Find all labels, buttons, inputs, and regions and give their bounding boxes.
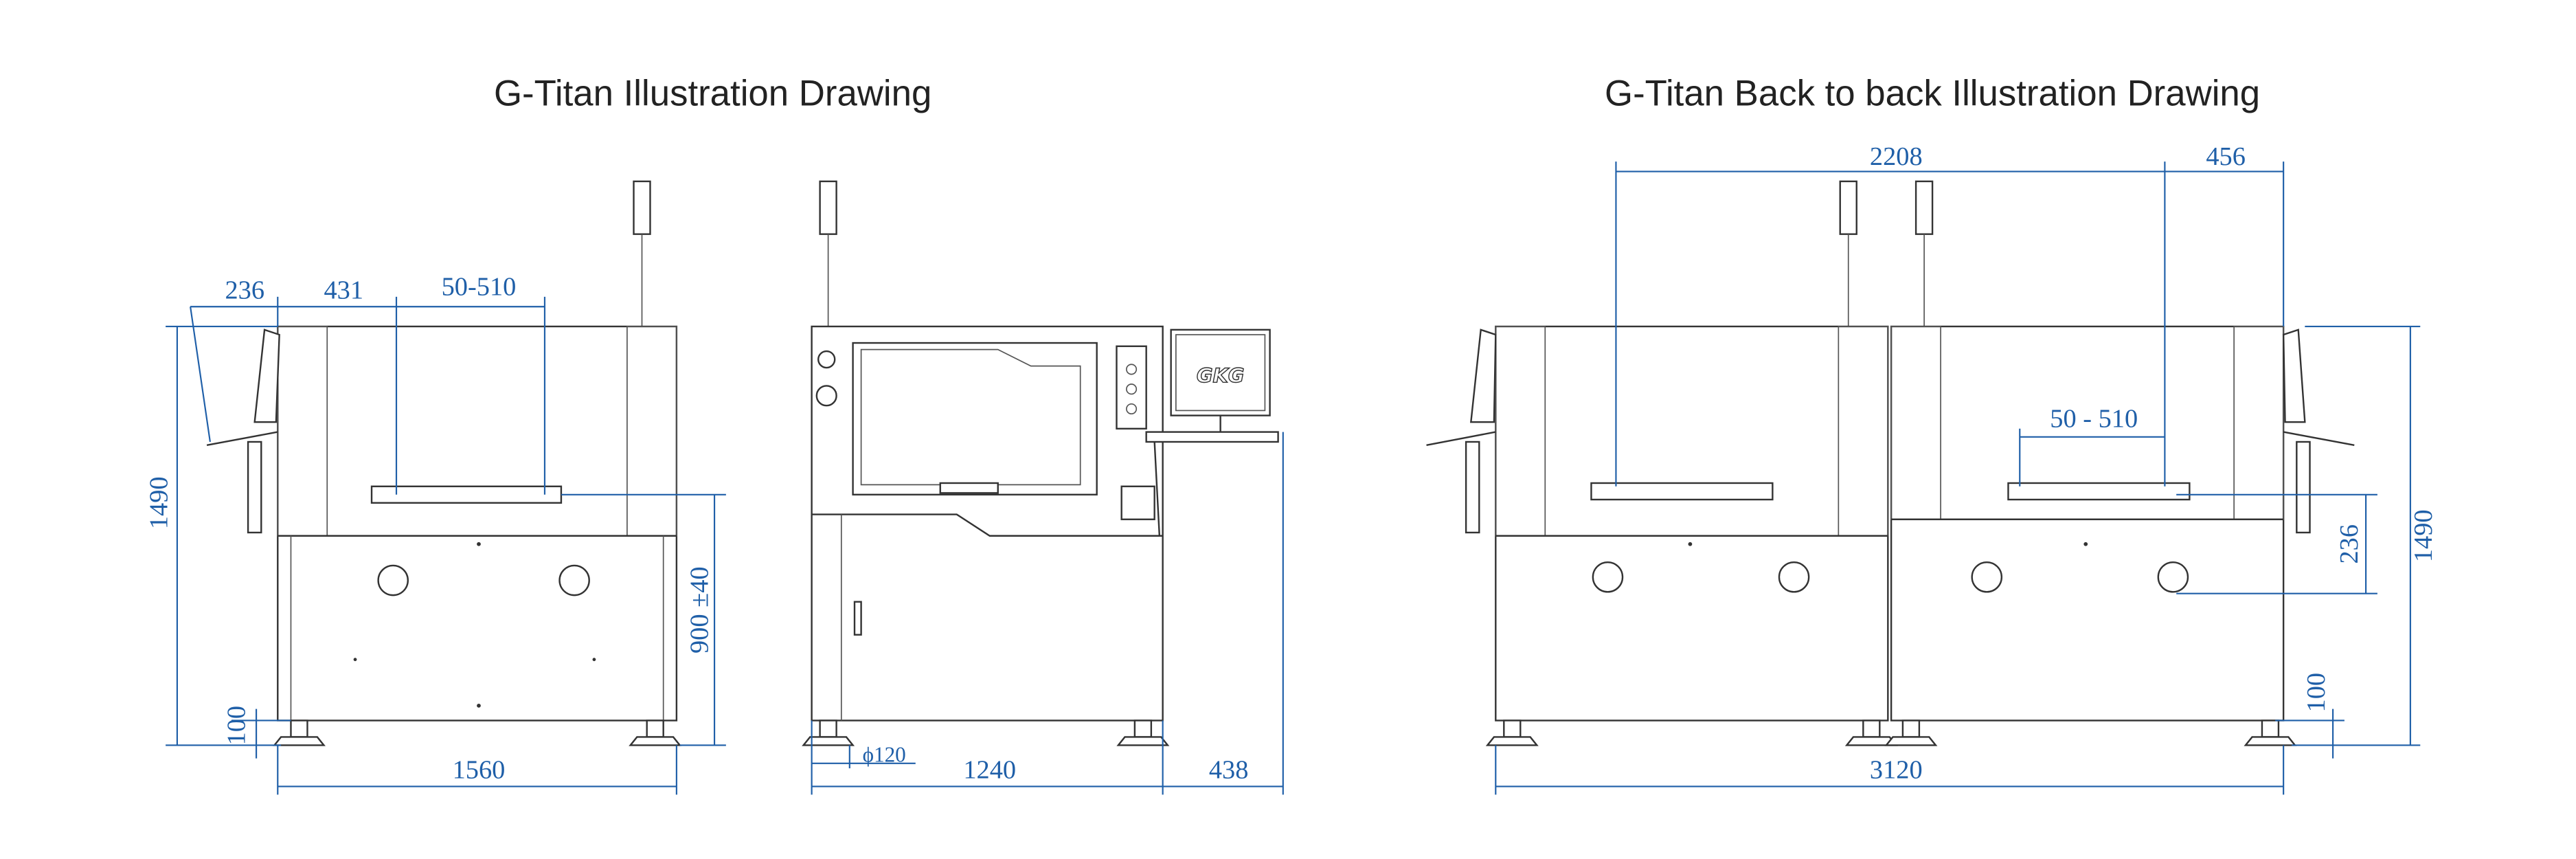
dimension-label: 456 (2206, 142, 2246, 171)
front-view-machine-part (377, 564, 409, 596)
back-to-back-machines-part (1426, 431, 1496, 446)
dimension-labels: 236 431 50-510 1490 900 ±40 100 1560 ϕ12… (145, 142, 2439, 785)
dimension-label: 50-510 (442, 272, 517, 301)
side-view-machine-part (853, 601, 862, 636)
back-to-back-machines-part (1465, 440, 1480, 534)
side-view-machine-part (1145, 431, 1279, 443)
front-view-machine-part (370, 485, 563, 504)
back-to-back-machines-part (1592, 561, 1624, 593)
dimension-label: 900 ±40 (685, 566, 714, 654)
front-view-machine-part (477, 703, 481, 708)
front-view-machine-part (558, 564, 590, 596)
side-view-machine-part (1120, 485, 1155, 520)
side-view-machine-part (817, 350, 836, 369)
back-to-back-machines-part (2283, 431, 2355, 446)
back-to-back-machines-part (1469, 328, 1497, 423)
back-to-back-machines-part (2007, 482, 2191, 501)
side-view-machine-part (1175, 334, 1266, 412)
dimension-label: 236 (225, 276, 265, 304)
back-to-back-machines (1426, 180, 2355, 746)
back-to-back-machines-part (1890, 325, 2285, 722)
side-view-machine-part (852, 342, 1098, 495)
dimension-label: 1240 (963, 755, 1016, 784)
back-to-back-machines-part (1778, 561, 1810, 593)
dimension-label: 431 (324, 276, 363, 304)
back-to-back-machines-part (2296, 440, 2311, 534)
front-view-machine-part (633, 180, 651, 235)
side-view-machine-part (1133, 719, 1153, 738)
side-view-machine-part (1116, 345, 1147, 430)
front-view-machine-part (206, 431, 278, 446)
side-view-machine-part (939, 482, 999, 494)
front-view-machine-part (646, 719, 664, 738)
back-to-back-machines-part (2282, 328, 2306, 423)
side-view-machine-part (802, 736, 855, 746)
front-view-machine (206, 180, 682, 746)
front-view-machine-part (477, 542, 481, 546)
side-view-machine-part (1126, 383, 1138, 395)
dimension-label: 100 (2302, 673, 2331, 713)
back-to-back-machines-part (1914, 180, 1934, 235)
side-view-machine-part (1126, 403, 1138, 415)
front-view-machine-part (353, 658, 357, 662)
dimension-label: ϕ120 (863, 742, 906, 766)
front-view-machine-part (629, 736, 682, 746)
side-view-machine-part (1153, 441, 1161, 536)
dimension-label: 50 - 510 (2050, 404, 2138, 433)
front-view-machine-part (277, 325, 678, 722)
dimension-lines (166, 161, 2421, 795)
back-to-back-machines-part (1495, 325, 1889, 722)
dimension-label: 2208 (1870, 142, 1923, 171)
back-to-back-machines-part (1971, 561, 2003, 593)
right-title: G-Titan Back to back Illustration Drawin… (1605, 74, 2260, 114)
left-title: G-Titan Illustration Drawing (494, 74, 931, 114)
side-view-machine-part (1170, 328, 1271, 416)
side-view-machine-part (815, 385, 837, 407)
side-view-machine: GKG (802, 180, 1279, 746)
back-to-back-machines-part (2157, 561, 2189, 593)
back-to-back-machines-part (1503, 719, 1522, 738)
dimension-lines-part (190, 306, 211, 443)
back-to-back-machines-part (1485, 736, 1539, 746)
screen-logo: GKG (1197, 364, 1245, 388)
back-to-back-machines-part (1590, 482, 1774, 501)
dimension-label: 100 (222, 706, 251, 746)
dimension-label: 1560 (453, 755, 506, 784)
side-view-machine-part (1126, 364, 1138, 375)
side-view-machine-part (819, 180, 837, 235)
front-view-machine-part (272, 736, 326, 746)
side-view-machine-part (860, 348, 1081, 486)
front-view-machine-part (290, 719, 308, 738)
front-view-machine-part (253, 328, 280, 423)
back-to-back-machines-part (1901, 719, 1921, 738)
dimension-label: 236 (2335, 524, 2364, 564)
front-view-machine-part (247, 440, 262, 534)
dimension-label: 3120 (1870, 755, 1923, 784)
side-view-machine-part (819, 719, 837, 738)
back-to-back-machines-part (2083, 542, 2088, 546)
dimension-label: 1490 (2409, 509, 2438, 562)
front-view-machine-part (592, 658, 596, 662)
side-view-machine-part (811, 513, 1163, 537)
dimension-label: 1490 (145, 476, 174, 529)
side-view-machine-part (1116, 736, 1170, 746)
back-to-back-machines-part (1884, 736, 1938, 746)
back-to-back-machines-part (1688, 542, 1693, 546)
dimension-label: 438 (1209, 755, 1249, 784)
back-to-back-machines-part (1839, 180, 1857, 235)
back-to-back-machines-part (2244, 736, 2297, 746)
back-to-back-machines-part (1862, 719, 1881, 738)
back-to-back-machines-part (2261, 719, 2280, 738)
